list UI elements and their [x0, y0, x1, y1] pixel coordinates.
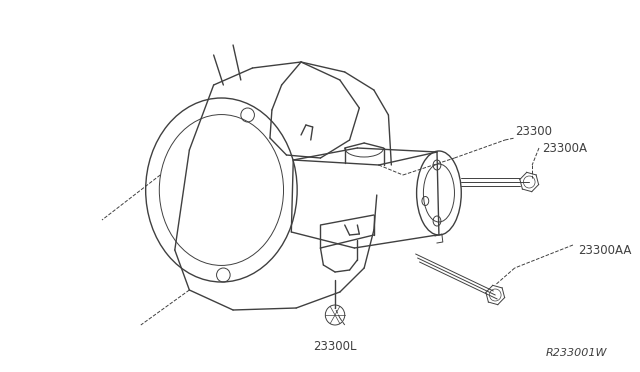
Text: 23300AA: 23300AA [578, 244, 631, 257]
Text: 23300A: 23300A [542, 141, 587, 154]
Text: R233001W: R233001W [545, 348, 607, 358]
Text: 23300L: 23300L [313, 340, 356, 353]
Text: 23300: 23300 [515, 125, 552, 138]
